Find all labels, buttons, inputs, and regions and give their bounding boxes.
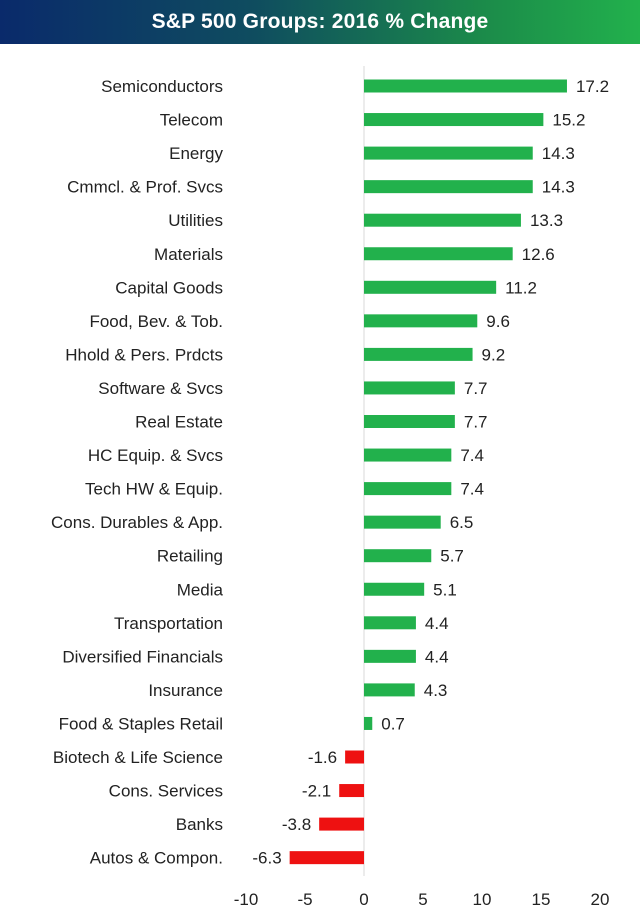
bar (364, 582, 425, 596)
category-label: Cons. Durables & App. (51, 513, 223, 532)
category-label: Semiconductors (101, 77, 223, 96)
data-label: 15.2 (552, 111, 585, 130)
bar (364, 213, 521, 227)
bar (364, 180, 533, 194)
data-label: 12.6 (522, 245, 555, 264)
bar (364, 716, 373, 730)
bar (364, 79, 567, 93)
x-tick-label: 15 (532, 890, 551, 909)
bar (364, 280, 497, 294)
category-label: Retailing (157, 547, 223, 566)
category-label: Food & Staples Retail (59, 714, 223, 733)
category-label: Real Estate (135, 413, 223, 432)
bar (364, 448, 452, 462)
data-label: -6.3 (252, 849, 281, 868)
data-label: -3.8 (282, 815, 311, 834)
data-label: 5.7 (440, 547, 464, 566)
data-label: 7.7 (464, 413, 488, 432)
data-label: 7.7 (464, 379, 488, 398)
bar (364, 347, 473, 361)
data-label: 4.3 (424, 681, 448, 700)
x-tick-label: -5 (297, 890, 312, 909)
bar (364, 549, 432, 563)
bar-chart: Semiconductors 17.2 Telecom 15.2 Energy 14.3 C… (51, 66, 610, 909)
x-tick-label: -10 (234, 890, 259, 909)
bar (364, 683, 415, 697)
category-label: Diversified Financials (62, 647, 223, 666)
data-label: 14.3 (542, 144, 575, 163)
data-label: 4.4 (425, 614, 449, 633)
category-label: Materials (154, 245, 223, 264)
bar (364, 515, 441, 529)
data-label: 4.4 (425, 647, 449, 666)
category-label: Banks (176, 815, 223, 834)
category-label: Energy (169, 144, 223, 163)
data-label: 17.2 (576, 77, 609, 96)
category-label: Media (177, 580, 224, 599)
category-label: Food, Bev. & Tob. (89, 312, 223, 331)
chart-title: S&P 500 Groups: 2016 % Change (151, 10, 489, 33)
chart-title-bar: S&P 500 Groups: 2016 % Change (0, 0, 640, 44)
bar (364, 314, 478, 328)
data-label: 13.3 (530, 211, 563, 230)
category-label: Capital Goods (115, 278, 223, 297)
category-label: Transportation (114, 614, 223, 633)
category-label: HC Equip. & Svcs (88, 446, 223, 465)
bar (364, 649, 416, 663)
category-label: Insurance (148, 681, 223, 700)
bar (345, 750, 364, 764)
x-tick-label: 5 (418, 890, 427, 909)
bar (364, 247, 513, 261)
data-label: 9.2 (482, 345, 506, 364)
data-label: 0.7 (381, 714, 405, 733)
category-label: Telecom (160, 111, 223, 130)
category-label: Hhold & Pers. Prdcts (65, 345, 223, 364)
category-label: Autos & Compon. (90, 849, 223, 868)
bar (319, 817, 364, 831)
bar (364, 415, 455, 428)
bar (364, 482, 452, 496)
data-label: 5.1 (433, 580, 457, 599)
category-label: Biotech & Life Science (53, 748, 223, 767)
bar (364, 616, 416, 630)
category-label: Software & Svcs (98, 379, 223, 398)
x-tick-label: 0 (359, 890, 368, 909)
data-label: -1.6 (308, 748, 337, 767)
data-label: 11.2 (505, 278, 537, 297)
x-tick-label: 20 (591, 890, 610, 909)
data-label: 9.6 (486, 312, 510, 331)
bar (339, 784, 364, 798)
x-tick-label: 10 (473, 890, 492, 909)
bar (364, 381, 455, 395)
bar (364, 113, 544, 127)
bar (289, 851, 364, 865)
data-label: -2.1 (302, 782, 331, 801)
data-label: 7.4 (460, 446, 484, 465)
bar (364, 146, 533, 160)
category-label: Cmmcl. & Prof. Svcs (67, 178, 223, 197)
category-label: Tech HW & Equip. (85, 480, 223, 499)
category-label: Utilities (168, 211, 223, 230)
category-label: Cons. Services (109, 782, 223, 801)
data-label: 14.3 (542, 178, 575, 197)
data-label: 6.5 (450, 513, 474, 532)
data-label: 7.4 (460, 480, 484, 499)
